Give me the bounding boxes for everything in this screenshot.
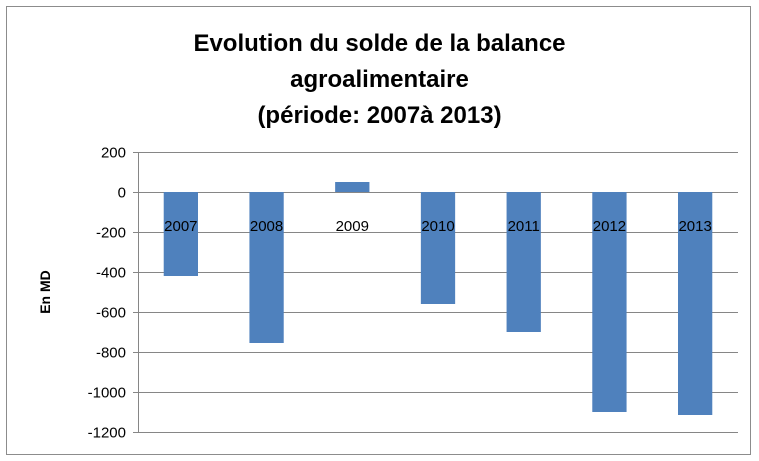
x-category-label: 2012 [593, 218, 626, 235]
x-category-label: 2008 [250, 218, 283, 235]
bar-2008 [249, 192, 284, 343]
y-tick-label: -1000 [88, 385, 126, 402]
bar-2010 [420, 192, 456, 304]
bars [163, 182, 713, 415]
y-tick-label: -200 [96, 225, 126, 242]
y-axis-label: En MD [37, 270, 53, 314]
chart-title-line-1: Evolution du solde de la balance [193, 30, 566, 57]
y-tick-labels: 200 0 -200 -400 -600 -800 -1000 -1200 [88, 145, 126, 442]
bar-2009 [335, 182, 370, 192]
y-tick-label: -800 [96, 345, 126, 362]
x-category-label: 2010 [421, 218, 454, 235]
bar-2011 [506, 192, 541, 332]
bar-2013 [678, 192, 713, 415]
x-category-label: 2011 [508, 218, 540, 235]
x-category-label: 2009 [336, 218, 369, 235]
x-category-labels: 2007 2008 2009 2010 2011 2012 2013 [164, 218, 712, 235]
y-tick-label: 0 [118, 185, 126, 202]
y-tick-label: -600 [96, 305, 126, 322]
y-tick-label: -1200 [88, 425, 126, 442]
y-tick-label: -400 [96, 265, 126, 282]
bar-2007 [163, 192, 198, 276]
chart-title: Evolution du solde de la balance agroali… [0, 26, 759, 134]
bar-2012 [592, 192, 627, 412]
chart-title-line-2: agroalimentaire [290, 66, 469, 93]
x-category-label: 2007 [164, 218, 197, 235]
chart-frame [6, 6, 751, 455]
x-category-label: 2013 [678, 218, 711, 235]
y-tick-label: 200 [101, 145, 126, 162]
chart-title-line-3: (période: 2007à 2013) [257, 102, 502, 129]
